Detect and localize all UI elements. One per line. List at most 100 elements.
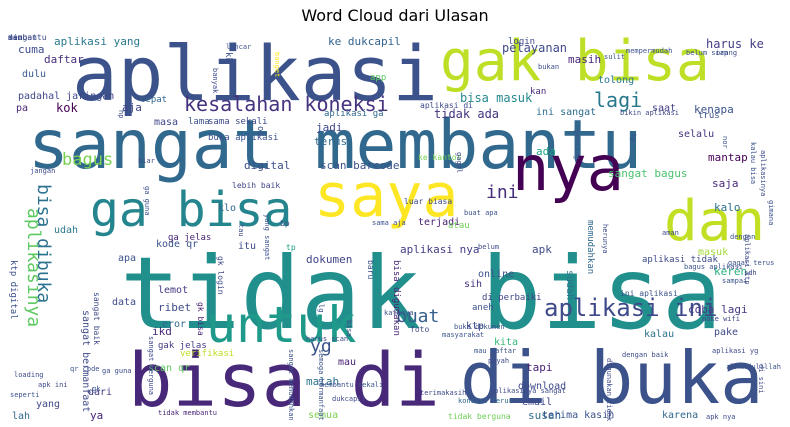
word-134: apk nya <box>706 413 736 421</box>
word-12: kesalahan koneksi <box>184 92 389 116</box>
word-80: lebih baik <box>232 181 281 190</box>
word-180: di sini <box>757 364 765 394</box>
word-164: ok <box>255 126 265 137</box>
word-138: banyak <box>211 68 219 94</box>
word-114: tp <box>286 243 296 252</box>
word-171: ga guna <box>143 186 151 216</box>
word-66: terima kasih <box>542 410 615 421</box>
word-85: sih <box>464 279 483 290</box>
word-136: bikin aplikasi <box>620 109 680 117</box>
word-188: membantu <box>8 34 47 42</box>
word-156: ga guna <box>102 367 132 375</box>
word-89: gak jelas <box>158 341 207 351</box>
word-122: aplikasinya sangat <box>490 387 566 395</box>
word-98: aplikasi ga <box>324 109 384 119</box>
word-187: di <box>8 34 18 42</box>
word-100: app <box>370 73 387 83</box>
word-20: aplikasi yang <box>54 35 141 48</box>
word-133: alhamdulillah <box>726 363 781 371</box>
word-7: nya <box>512 132 624 205</box>
word-67: tidak berguna <box>448 412 511 421</box>
word-130: pake wifi <box>702 315 740 323</box>
word-155: sampai <box>722 277 748 285</box>
word-124: terimakasih <box>420 389 467 397</box>
word-173: sangat memudahkan <box>287 349 295 421</box>
word-3: di buka <box>460 336 764 420</box>
word-40: mantap <box>708 151 748 164</box>
word-84: online <box>478 269 515 280</box>
word-168: gagal <box>455 152 463 174</box>
word-56: coba lagi <box>688 303 748 316</box>
chart-title: Word Cloud dari Ulasan <box>301 6 489 25</box>
word-57: tapi <box>526 361 553 374</box>
word-104: ktp digital <box>8 260 18 320</box>
word-174: digunakan tidak <box>605 357 613 421</box>
word-186: nau <box>8 34 23 42</box>
word-74: padahal jaringan <box>18 91 115 102</box>
word-79: itu <box>238 241 257 252</box>
word-16: lagi <box>594 88 643 112</box>
word-183: gimana <box>767 200 775 226</box>
word-172: sangat berguna <box>147 336 155 396</box>
word-90: pake <box>714 327 739 338</box>
word-35: digital <box>244 159 291 172</box>
word-140: dukcapil <box>332 395 366 403</box>
word-75: pa <box>16 103 29 114</box>
word-128: dengan baik <box>622 351 669 359</box>
word-95: masa <box>154 117 179 128</box>
word-0: tidak bisa <box>120 235 723 352</box>
word-108: gk bisa <box>196 302 205 336</box>
word-87: memudahkan <box>585 220 595 275</box>
word-154: aman <box>662 229 679 237</box>
word-39: sangat bagus <box>608 167 688 180</box>
word-107: verifikasi <box>180 349 235 359</box>
word-179: hp <box>629 134 637 143</box>
word-119: tidak membantu <box>158 409 218 417</box>
word-10: untuk <box>206 296 357 354</box>
word-38: ada <box>536 145 556 158</box>
word-52: lemot <box>158 285 189 296</box>
word-86: aplikasi tidak <box>642 255 718 265</box>
word-78: ga jelas <box>168 233 212 243</box>
word-116: gk login <box>216 256 225 295</box>
word-97: sama sekali <box>208 117 268 127</box>
word-159: kk <box>223 52 233 63</box>
word-1: sangat membantu <box>28 106 643 185</box>
word-82: luar biasa <box>404 197 453 206</box>
word-68: yang <box>36 399 61 410</box>
word-5: gak bisa <box>440 34 710 94</box>
word-167: nor <box>721 136 729 149</box>
word-cloud: tidak bisa sangat membantu bisa di di buka a… <box>8 34 782 422</box>
word-21: ke dukcapil <box>328 35 401 48</box>
word-139: lancar <box>226 43 252 51</box>
word-25: masih <box>568 53 602 66</box>
word-45: apk <box>532 243 552 256</box>
word-105: scan qr <box>148 363 191 374</box>
word-48: keren <box>714 265 748 278</box>
word-102: cepat <box>140 95 168 105</box>
word-65: karena <box>662 410 699 421</box>
word-41: saja <box>712 177 739 190</box>
word-42: kalo <box>714 201 741 214</box>
word-31: tidak ada <box>434 107 500 121</box>
word-127: masyarakat <box>442 331 485 339</box>
word-153: dengan <box>730 233 756 241</box>
word-24: daftar <box>44 53 84 66</box>
word-6: saya <box>314 161 459 231</box>
word-83: masuk <box>698 247 729 258</box>
word-81: klo <box>218 203 237 214</box>
word-118: aplikasi di <box>420 101 473 110</box>
word-137: belum siap <box>686 49 729 57</box>
word-46: sudah <box>564 270 575 301</box>
word-76: udah <box>54 225 79 236</box>
word-27: bisa masuk <box>460 91 533 105</box>
word-169: lg <box>317 304 325 313</box>
word-135: mempermudah <box>626 47 673 55</box>
word-184: aplikasi ktp <box>743 234 751 285</box>
word-112: baru <box>366 260 375 280</box>
word-121: koneksi terus <box>458 397 513 405</box>
word-88: di perbaiki <box>482 293 542 303</box>
word-33: jadi <box>316 121 343 134</box>
word-19: ini <box>486 182 519 203</box>
word-43: terjadi <box>418 217 461 228</box>
